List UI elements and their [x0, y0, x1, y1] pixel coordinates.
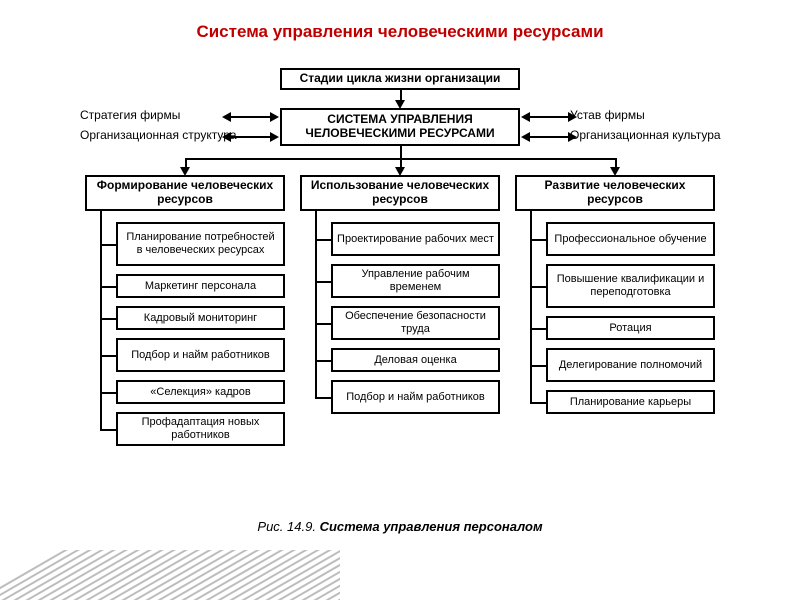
list-item: Профадаптация новых работников [116, 412, 285, 446]
page-title: Система управления человеческими ресурса… [0, 22, 800, 42]
left-input-2: Организационная структура [80, 128, 237, 142]
branch-header-formation: Формирование человеческих ресурсов [85, 175, 285, 211]
caption-prefix: Рис. 14.9. [257, 519, 319, 534]
list-item: Деловая оценка [331, 348, 500, 372]
branch-header-usage: Использование человеческих ресурсов [300, 175, 500, 211]
list-item: Повышение квалификации и переподготовка [546, 264, 715, 308]
left-input-1: Стратегия фирмы [80, 108, 180, 122]
list-item: «Селекция» кадров [116, 380, 285, 404]
decorative-hatch [0, 550, 340, 600]
list-item: Профессиональное обучение [546, 222, 715, 256]
right-input-1: Устав фирмы [570, 108, 645, 122]
list-item: Подбор и найм работников [116, 338, 285, 372]
list-item: Планирование потребностей в человеческих… [116, 222, 285, 266]
list-item: Подбор и найм работников [331, 380, 500, 414]
list-item: Маркетинг персонала [116, 274, 285, 298]
center-system-box: СИСТЕМА УПРАВЛЕНИЯ ЧЕЛОВЕЧЕСКИМИ РЕСУРСА… [280, 108, 520, 146]
list-item: Делегирование полномочий [546, 348, 715, 382]
list-item: Ротация [546, 316, 715, 340]
list-item: Проектирование рабочих мест [331, 222, 500, 256]
top-stage-box: Стадии цикла жизни организации [280, 68, 520, 90]
branch-header-development: Развитие человеческих ресурсов [515, 175, 715, 211]
list-item: Планирование карьеры [546, 390, 715, 414]
right-input-2: Организационная культура [570, 128, 721, 142]
list-item: Обеспечение безопасности труда [331, 306, 500, 340]
list-item: Управление рабочим временем [331, 264, 500, 298]
caption-bold: Система управления персоналом [320, 519, 543, 534]
figure-caption: Рис. 14.9. Система управления персоналом [0, 519, 800, 534]
list-item: Кадровый мониторинг [116, 306, 285, 330]
